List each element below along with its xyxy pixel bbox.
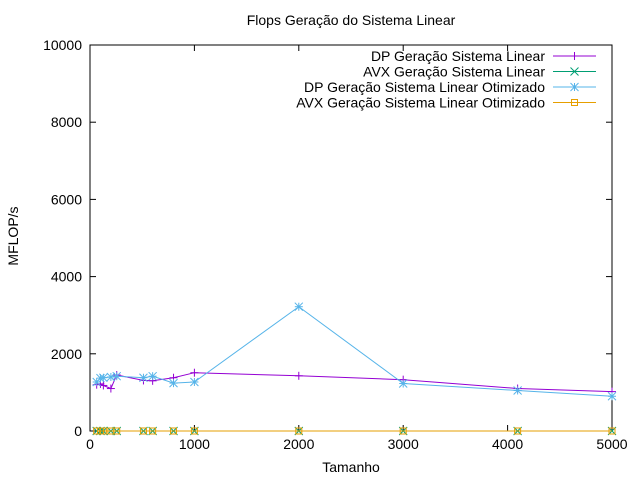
legend-marker-4	[571, 99, 578, 106]
y-tick-label: 10000	[43, 37, 82, 53]
legend-label-2: AVX Geração Sistema Linear	[363, 64, 545, 80]
y-tick-label: 0	[74, 423, 82, 439]
legend-marker-3	[570, 82, 579, 92]
data-point-series-4	[295, 427, 303, 435]
data-point-series-3	[139, 373, 148, 383]
x-tick-label: 0	[86, 436, 94, 452]
data-point-series-4	[608, 427, 616, 435]
data-point-series-1	[106, 384, 115, 393]
data-point-series-4	[93, 427, 101, 435]
legend-label-3: DP Geração Sistema Linear Otimizado	[304, 79, 545, 95]
x-axis-label: Tamanho	[322, 459, 380, 475]
data-point-series-3	[398, 379, 408, 388]
legend-label-1: DP Geração Sistema Linear	[371, 48, 545, 64]
axis-ticks: 0 1000 2000 3000 4000 5000 0 2000 4000 6000 8000 10…	[43, 37, 628, 452]
x-tick-label: 1000	[179, 436, 210, 452]
x-tick-label: 2000	[283, 436, 314, 452]
data-point-series-4	[514, 427, 522, 435]
data-point-series-3	[169, 378, 178, 388]
data-point-series-4	[190, 427, 198, 435]
data-point-series-3	[148, 371, 157, 381]
y-tick-label: 6000	[51, 191, 82, 207]
y-axis-label: MFLOP/s	[5, 206, 21, 265]
data-point-series-4	[139, 427, 147, 435]
data-point-series-4	[170, 427, 178, 435]
legend-marker-1	[570, 52, 579, 60]
data-point-series-4	[113, 427, 121, 435]
data-point-series-1	[294, 371, 303, 380]
x-tick-label: 4000	[492, 436, 523, 452]
data-point-series-4	[149, 427, 157, 435]
data-point-series-4	[99, 427, 107, 435]
chart-title: Flops Geração do Sistema Linear	[247, 12, 456, 28]
y-tick-label: 2000	[51, 346, 82, 362]
legend-marker-2	[570, 67, 579, 76]
data-point-series-4	[399, 427, 407, 435]
data-point-series-3	[112, 371, 122, 381]
data-point-series-3	[190, 377, 199, 387]
data-point-series-3	[99, 373, 108, 383]
data-point-series-3	[513, 386, 522, 395]
y-tick-label: 4000	[51, 269, 82, 285]
legend-label-4: AVX Geração Sistema Linear Otimizado	[296, 95, 545, 111]
data-point-series-3	[294, 302, 304, 312]
data-point-series-1	[190, 368, 199, 377]
data-point-series-3	[607, 391, 617, 401]
x-tick-label: 5000	[596, 436, 627, 452]
x-tick-label: 3000	[388, 436, 419, 452]
y-tick-label: 8000	[51, 114, 82, 130]
series-group	[92, 302, 617, 436]
